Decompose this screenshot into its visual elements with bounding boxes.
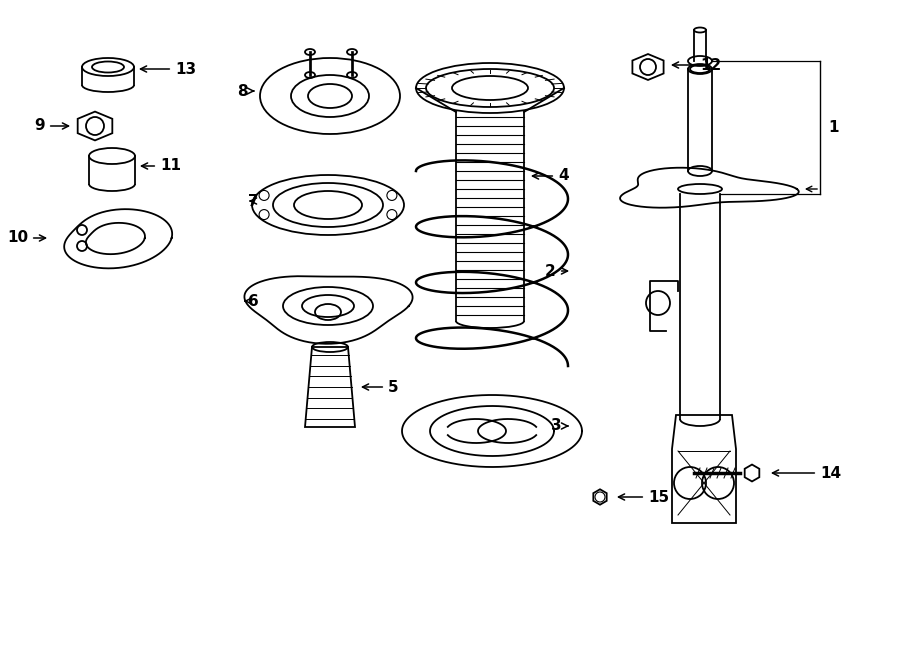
Text: 5: 5 — [363, 379, 399, 395]
Text: 3: 3 — [552, 418, 568, 434]
Text: 13: 13 — [140, 61, 196, 77]
Text: 1: 1 — [828, 120, 839, 136]
Text: 9: 9 — [34, 118, 68, 134]
Text: 6: 6 — [245, 293, 259, 309]
Text: 7: 7 — [248, 194, 258, 208]
Text: 10: 10 — [7, 231, 46, 245]
Text: 12: 12 — [672, 58, 721, 73]
Text: 14: 14 — [772, 465, 842, 481]
Text: 2: 2 — [545, 264, 568, 278]
Text: 4: 4 — [533, 169, 569, 184]
Text: 11: 11 — [141, 159, 181, 173]
Text: 15: 15 — [618, 490, 669, 504]
Text: 8: 8 — [238, 83, 254, 98]
